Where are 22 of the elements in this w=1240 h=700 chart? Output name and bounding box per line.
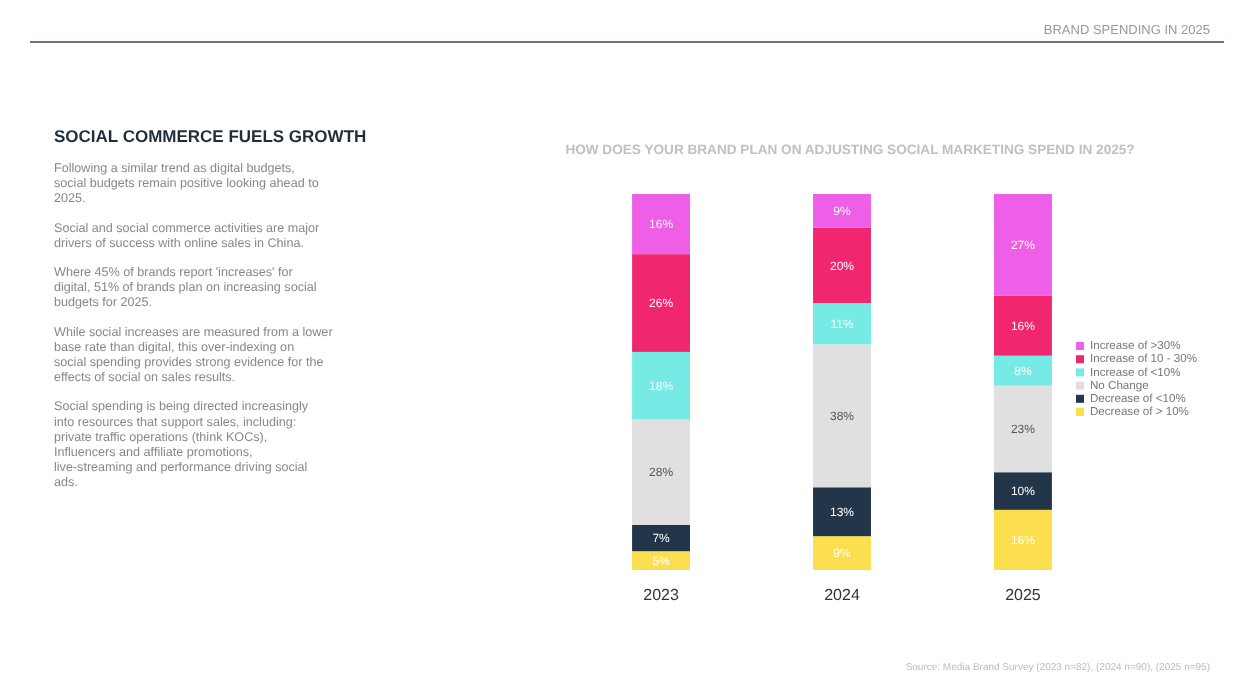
bar	[994, 194, 1052, 296]
bar	[632, 551, 690, 570]
bar	[813, 194, 871, 228]
bar	[813, 536, 871, 570]
bar	[994, 355, 1052, 386]
bar	[994, 385, 1052, 473]
bar	[632, 524, 690, 552]
bar	[632, 351, 690, 420]
x-tick-label: 2025	[1005, 586, 1042, 604]
bar	[994, 295, 1052, 356]
bar	[813, 227, 871, 304]
x-tick-label: 2024	[824, 586, 861, 604]
bar	[632, 419, 690, 525]
bar	[632, 194, 690, 255]
bar	[994, 509, 1052, 570]
text: SOCIAL COMMERCE FUELS GROWTH	[54, 126, 367, 146]
bar	[813, 487, 871, 537]
bar	[813, 303, 871, 345]
bar	[632, 254, 690, 352]
x-tick-label: 2023	[643, 586, 680, 604]
bar	[994, 472, 1052, 510]
bar	[813, 344, 871, 488]
